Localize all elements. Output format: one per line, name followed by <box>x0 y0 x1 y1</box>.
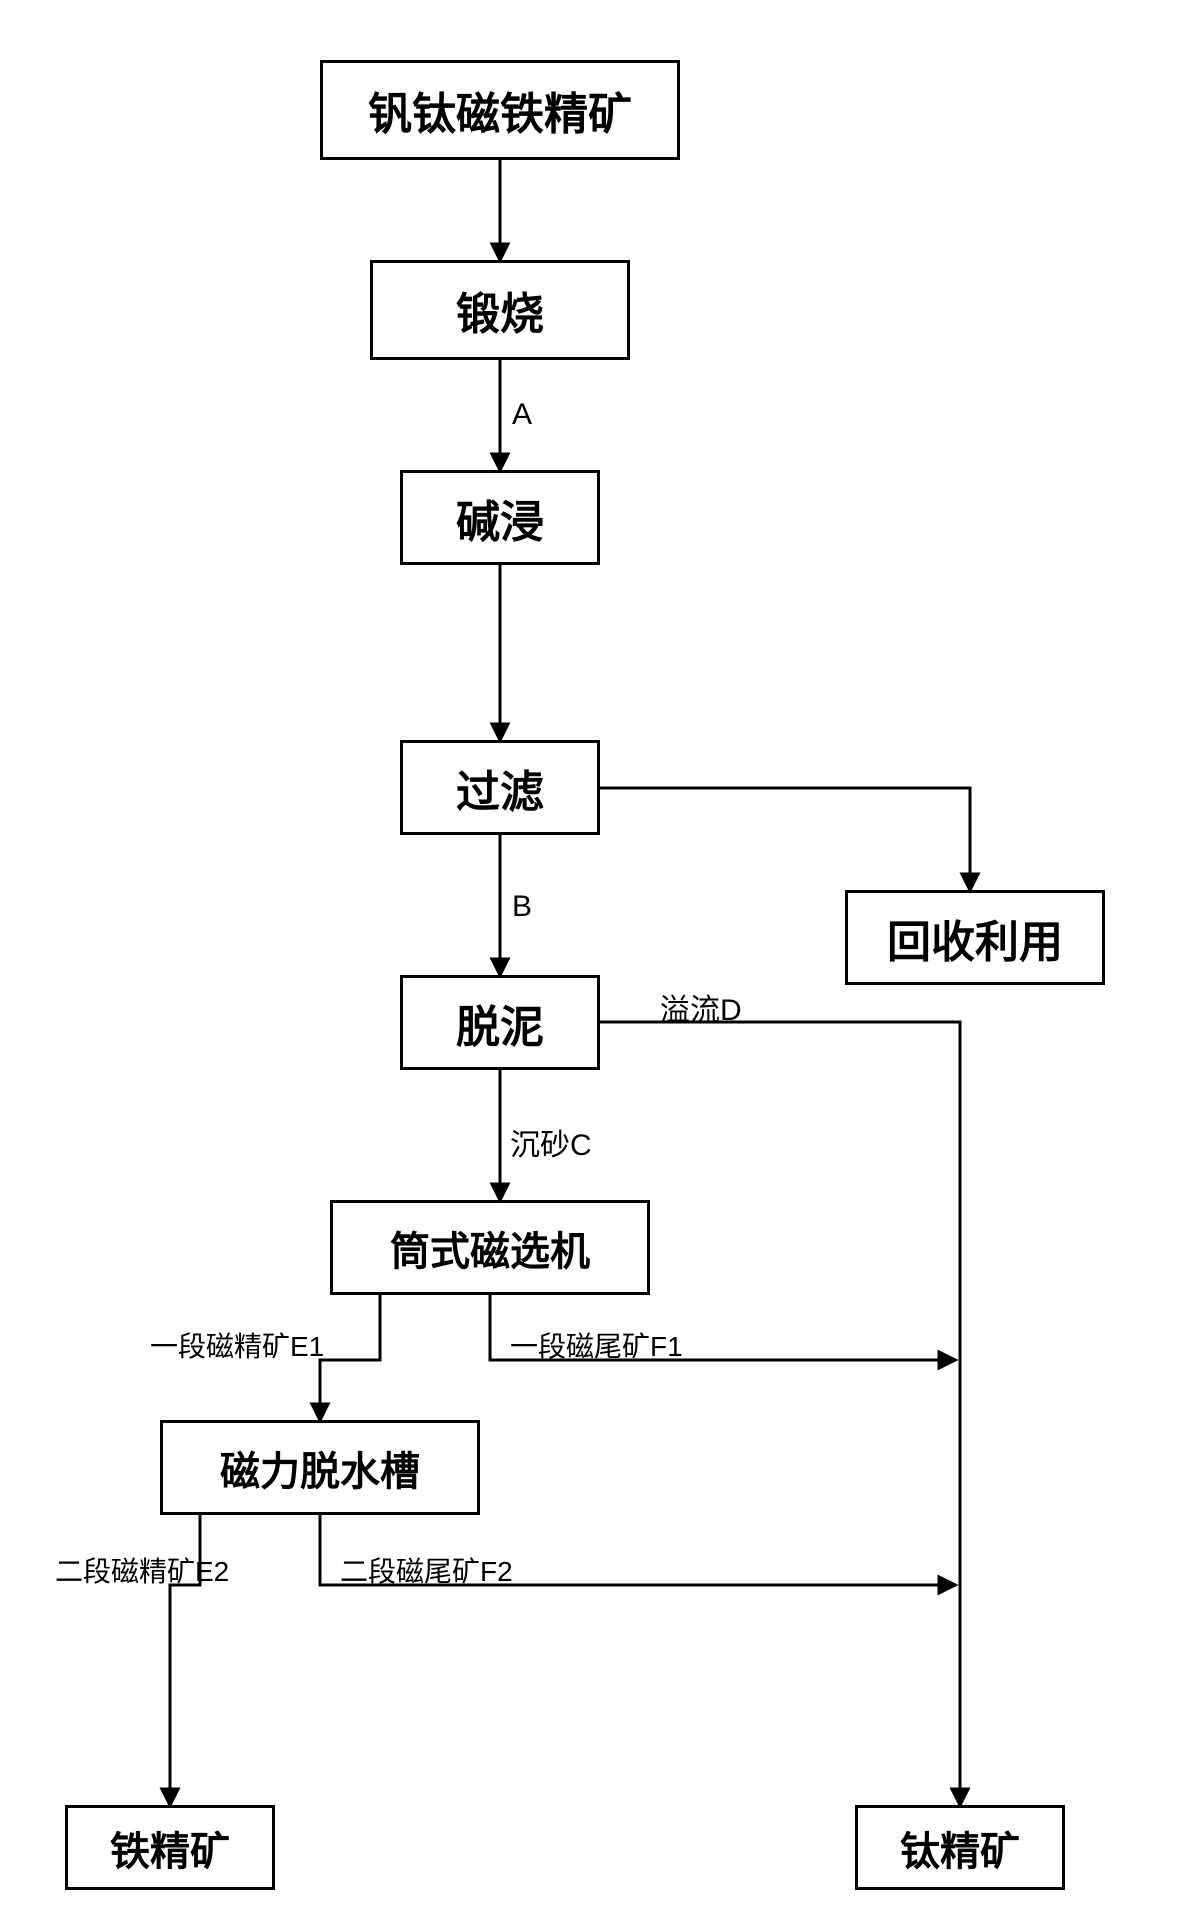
node-label: 铁精矿 <box>110 1819 230 1877</box>
node-label: 脱泥 <box>456 991 544 1055</box>
edge-e09 <box>320 1295 380 1420</box>
node-label: 碱浸 <box>456 486 544 550</box>
edge-label-overflow-d: 溢流D <box>660 985 742 1029</box>
edge-label-stage1-concentrate-e1: 一段磁精矿E1 <box>150 1325 324 1365</box>
edge-label-b: B <box>512 890 532 924</box>
node-filtration: 过滤 <box>400 740 600 835</box>
node-magnetic-dewatering-tank: 磁力脱水槽 <box>160 1420 480 1515</box>
node-desliming: 脱泥 <box>400 975 600 1070</box>
node-iron-concentrate: 铁精矿 <box>65 1805 275 1890</box>
edge-label-a: A <box>512 398 532 432</box>
node-label: 筒式磁选机 <box>390 1219 590 1277</box>
edge-label-stage1-tailing-f1: 一段磁尾矿F1 <box>510 1325 683 1365</box>
node-alkali-leaching: 碱浸 <box>400 470 600 565</box>
edge-label-sand-c: 沉砂C <box>510 1120 592 1164</box>
edge-label-stage2-concentrate-e2: 二段磁精矿E2 <box>55 1550 229 1590</box>
node-label: 回收利用 <box>887 906 1063 970</box>
node-drum-magnetic-separator: 筒式磁选机 <box>330 1200 650 1295</box>
node-label: 钒钛磁铁精矿 <box>368 78 632 142</box>
node-titanium-concentrate: 钛精矿 <box>855 1805 1065 1890</box>
node-recycling: 回收利用 <box>845 890 1105 985</box>
node-vanadium-titanium-magnetite: 钒钛磁铁精矿 <box>320 60 680 160</box>
node-label: 钛精矿 <box>900 1819 1020 1877</box>
node-label: 磁力脱水槽 <box>220 1439 420 1497</box>
node-label: 过滤 <box>456 756 544 820</box>
edge-label-stage2-tailing-f2: 二段磁尾矿F2 <box>340 1550 513 1590</box>
node-calcination: 锻烧 <box>370 260 630 360</box>
edge-e04 <box>600 788 970 890</box>
node-label: 锻烧 <box>456 278 544 342</box>
edge-e06 <box>600 1022 960 1805</box>
